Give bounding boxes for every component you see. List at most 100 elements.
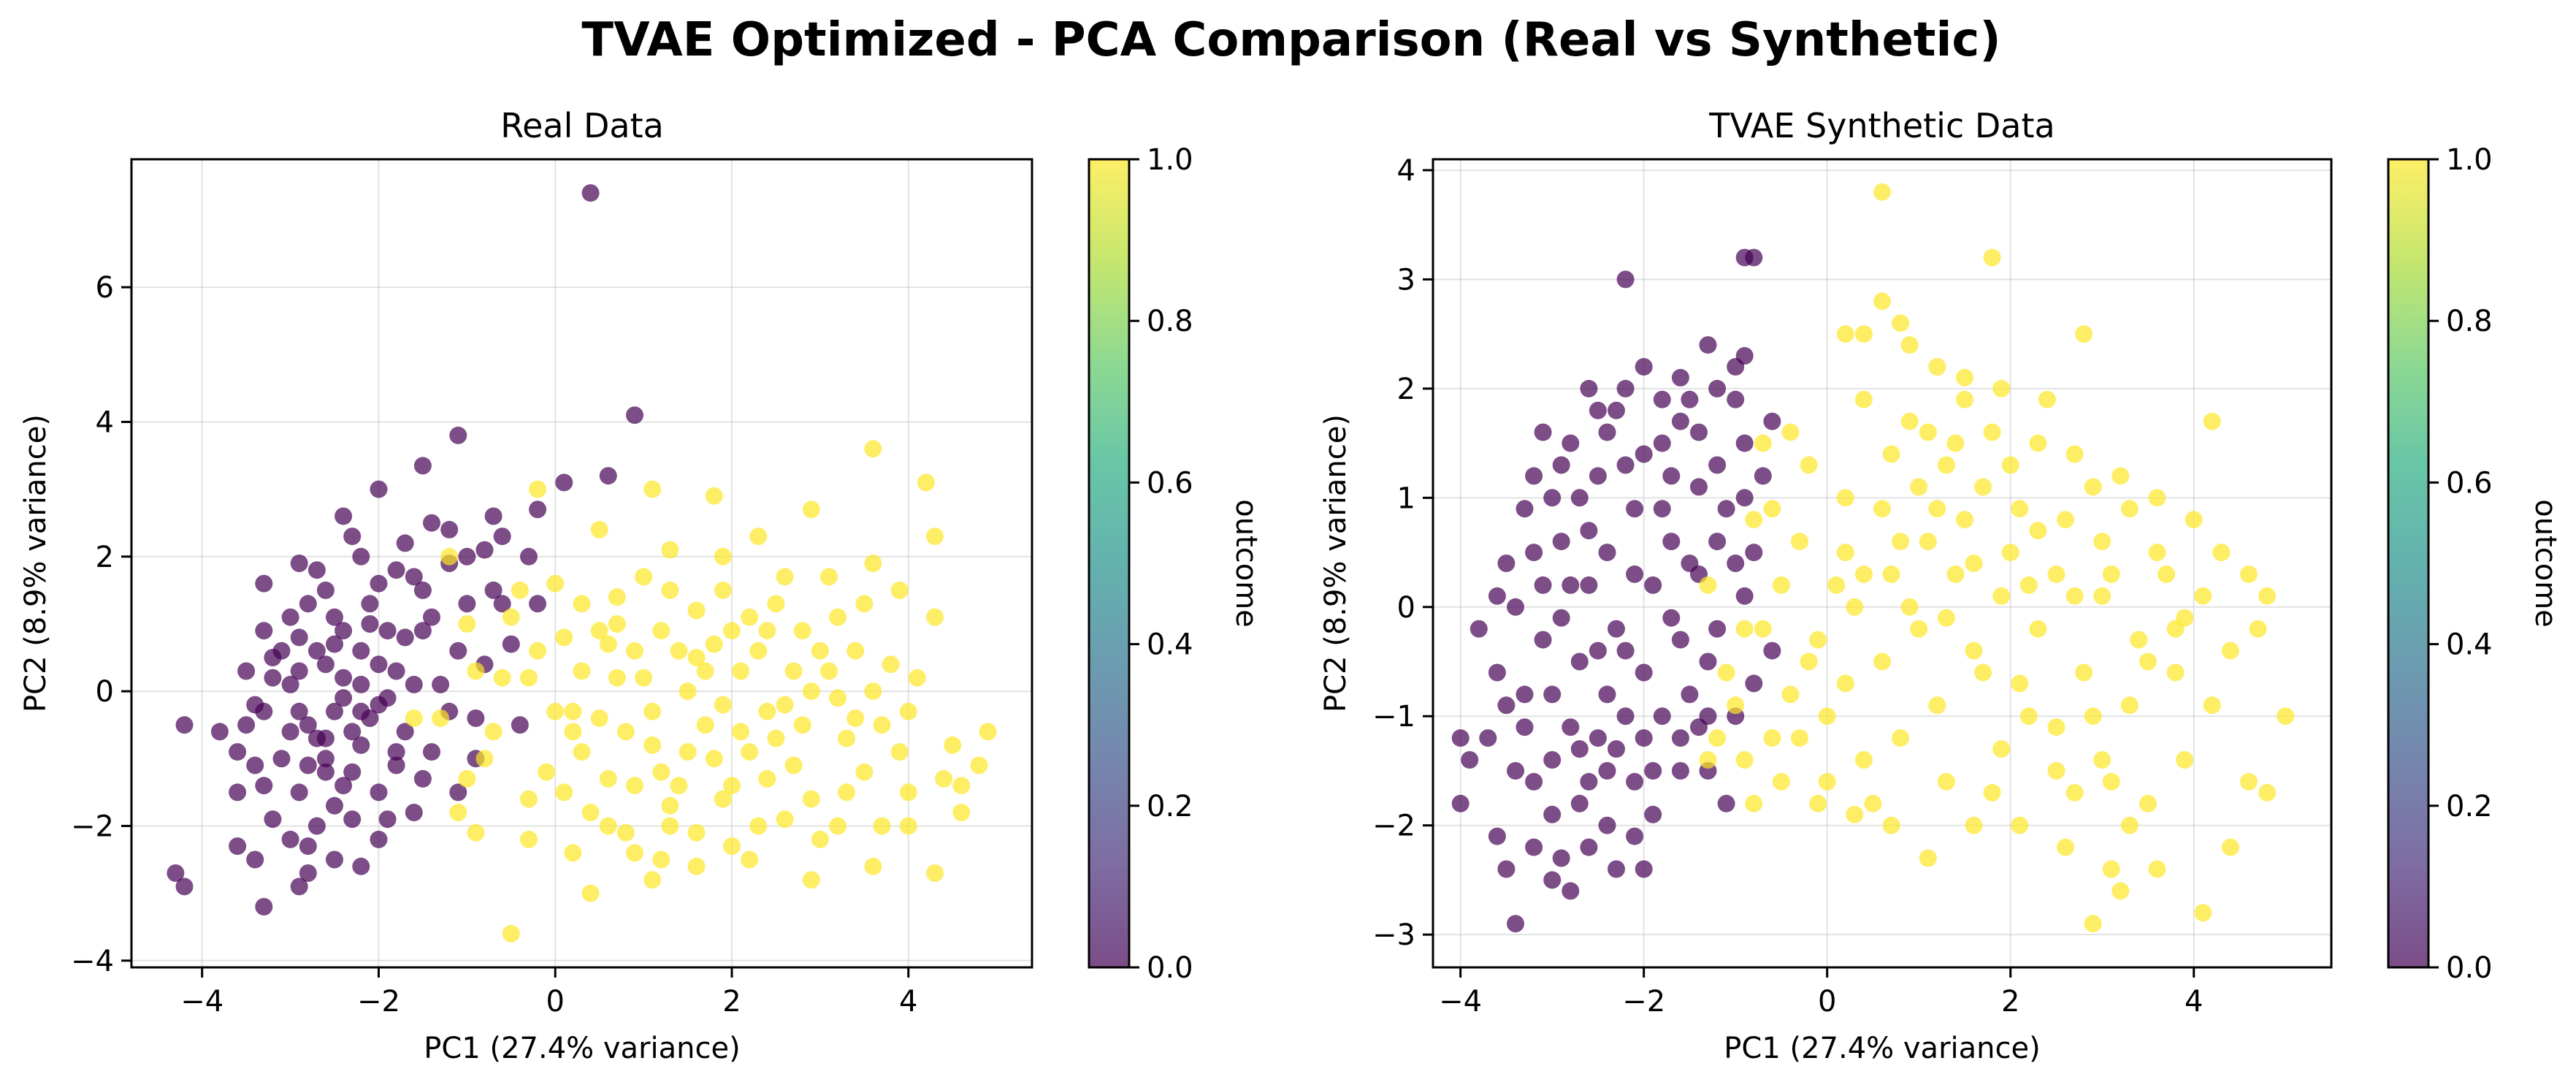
real-data-point-class-0 xyxy=(343,528,362,546)
synthetic-data-point-class-1 xyxy=(2084,707,2102,726)
synthetic-data-point-class-0 xyxy=(1543,871,1562,889)
real-data-point-class-1 xyxy=(661,581,679,599)
synthetic-data-point-class-0 xyxy=(1525,838,1543,856)
synthetic-data-point-class-1 xyxy=(1873,292,1891,311)
synthetic-data-point-class-0 xyxy=(1598,423,1616,441)
synthetic-data-point-class-1 xyxy=(2019,576,2038,594)
synthetic-data-point-class-0 xyxy=(1552,456,1570,474)
real-data-point-class-1 xyxy=(802,500,820,519)
real-data-y-tick-label: 0 xyxy=(96,675,114,709)
real-data-point-class-0 xyxy=(316,655,335,674)
synthetic-data-point-class-1 xyxy=(2139,652,2157,671)
synthetic-data-point-class-0 xyxy=(1727,390,1745,408)
real-data-point-class-1 xyxy=(767,729,785,747)
synthetic-data-point-class-1 xyxy=(1699,576,1717,594)
real-data-point-class-1 xyxy=(855,763,874,781)
synthetic-data-point-class-1 xyxy=(1818,707,1836,726)
real-data-point-class-1 xyxy=(502,924,520,943)
real-data-point-class-0 xyxy=(484,507,502,525)
synthetic-data-point-class-0 xyxy=(1690,423,1708,441)
synthetic-data-point-class-1 xyxy=(1965,816,1983,834)
real-data-point-class-0 xyxy=(335,669,353,687)
synthetic-data-point-class-1 xyxy=(1900,336,1919,354)
real-data-point-class-1 xyxy=(643,702,662,720)
synthetic-data-point-class-0 xyxy=(1708,620,1727,638)
synthetic-data-point-class-1 xyxy=(1854,565,1873,583)
synthetic-data-point-class-1 xyxy=(1846,598,1864,616)
real-data-point-class-0 xyxy=(229,743,247,761)
real-data-y-tick-label: −2 xyxy=(71,810,114,843)
real-data-point-class-1 xyxy=(687,601,706,620)
real-data-colorbar: 0.0 0.2 0.4 0.6 0.8 1.0 outcome xyxy=(1088,143,1263,985)
synthetic-data-point-class-0 xyxy=(1616,379,1635,397)
synthetic-data-point-class-1 xyxy=(1727,696,1745,715)
synthetic-data-point-class-1 xyxy=(2093,751,2111,769)
real-data-point-class-0 xyxy=(352,736,370,754)
synthetic-data-point-class-0 xyxy=(1671,762,1689,780)
real-data-colorbar-tick-label: 0.4 xyxy=(1147,628,1193,662)
synthetic-data-point-class-1 xyxy=(1928,500,1946,518)
synthetic-data-point-class-0 xyxy=(1488,587,1506,605)
synthetic-data-point-class-1 xyxy=(1956,368,1973,387)
synthetic-data-x-tick-label: −2 xyxy=(1622,985,1665,1019)
real-data-point-class-1 xyxy=(838,729,856,747)
synthetic-data-point-class-0 xyxy=(1644,805,1662,823)
real-data-point-class-1 xyxy=(573,662,591,680)
synthetic-data-point-class-1 xyxy=(1992,587,2011,605)
synthetic-data-y-tick-label: −1 xyxy=(1372,700,1415,734)
real-data-point-class-0 xyxy=(599,467,617,485)
real-data-point-class-1 xyxy=(899,817,917,835)
real-data-point-class-1 xyxy=(767,595,785,613)
synthetic-data-point-class-0 xyxy=(1671,412,1689,430)
real-data-point-class-1 xyxy=(855,595,874,613)
real-data-point-class-1 xyxy=(608,615,626,633)
real-data-point-class-1 xyxy=(714,790,732,808)
real-data-point-class-1 xyxy=(723,837,741,856)
real-data-colorbar-tick-label: 0.6 xyxy=(1147,466,1193,500)
synthetic-data-point-class-0 xyxy=(1580,772,1598,791)
real-data-point-class-0 xyxy=(413,622,432,640)
synthetic-data-point-class-1 xyxy=(2185,511,2203,529)
real-data-point-class-0 xyxy=(281,675,299,693)
real-data-point-class-0 xyxy=(449,783,467,802)
real-data-point-class-0 xyxy=(520,547,538,566)
synthetic-data-point-class-1 xyxy=(2240,772,2258,791)
real-data-point-class-1 xyxy=(890,743,909,761)
real-data-point-class-0 xyxy=(370,783,388,802)
synthetic-data-point-class-1 xyxy=(1892,729,1910,747)
real-data-point-class-1 xyxy=(635,669,653,687)
synthetic-data-point-class-1 xyxy=(2102,860,2120,878)
real-data-point-class-0 xyxy=(229,837,247,856)
synthetic-data-point-class-0 xyxy=(1598,816,1616,834)
real-data-point-class-0 xyxy=(290,628,308,647)
synthetic-data-point-class-0 xyxy=(1534,631,1552,649)
real-data-point-class-0 xyxy=(378,810,397,829)
synthetic-data-colorbar-label: outcome xyxy=(2529,499,2562,628)
synthetic-data-point-class-0 xyxy=(1608,620,1625,638)
real-data-point-class-1 xyxy=(449,804,467,821)
real-data-point-class-1 xyxy=(935,769,953,788)
real-data-plot-frame xyxy=(130,158,1033,969)
real-data-point-class-1 xyxy=(758,622,776,640)
real-data-point-class-1 xyxy=(749,528,768,546)
real-data-point-class-0 xyxy=(299,756,317,774)
synthetic-data-panel: TVAE Synthetic Data −4 −2 0 2 4 −3 −2 −1 0 1 2 3 4 P… xyxy=(1319,106,2562,1065)
synthetic-data-point-class-1 xyxy=(2120,696,2139,715)
real-data-point-class-1 xyxy=(670,777,688,795)
real-data-point-class-0 xyxy=(405,804,423,821)
real-data-point-class-0 xyxy=(343,763,362,781)
synthetic-data-colorbar-tick-label: 0.0 xyxy=(2446,951,2493,985)
real-data-point-class-1 xyxy=(864,857,882,875)
real-data-point-class-1 xyxy=(723,777,741,795)
synthetic-data-point-class-1 xyxy=(1708,729,1727,747)
synthetic-data-point-class-1 xyxy=(1965,642,1983,660)
synthetic-data-point-class-0 xyxy=(1616,707,1635,726)
synthetic-data-point-class-1 xyxy=(2029,522,2047,540)
synthetic-data-point-class-0 xyxy=(1671,631,1689,649)
real-data-point-class-0 xyxy=(361,615,379,633)
synthetic-data-point-class-1 xyxy=(2212,544,2231,562)
real-data-point-class-0 xyxy=(361,595,379,613)
synthetic-data-point-class-1 xyxy=(1781,685,1800,704)
synthetic-data-point-class-1 xyxy=(1873,183,1891,201)
real-data-point-class-1 xyxy=(467,823,485,842)
